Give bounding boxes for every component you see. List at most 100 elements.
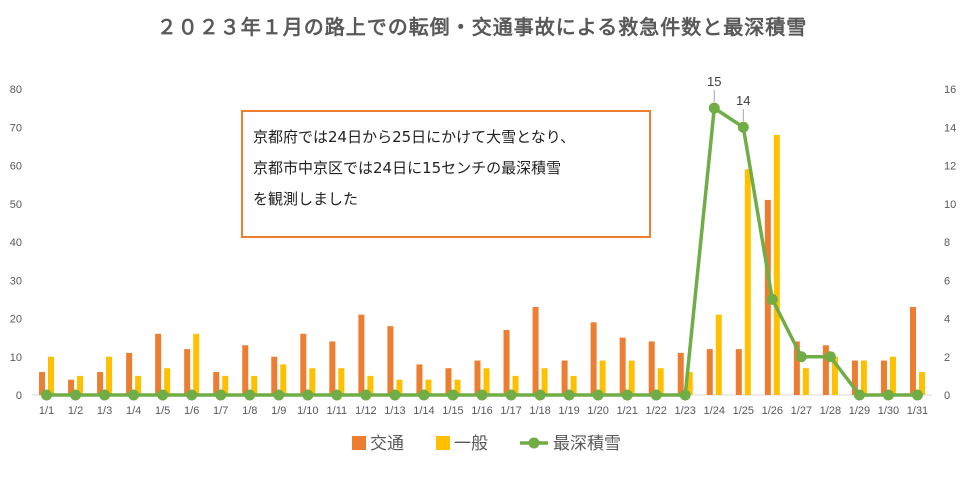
bar-kotsu: [474, 360, 481, 395]
legend-marker: [528, 437, 540, 449]
snow-point: [302, 389, 314, 401]
y-right-tick-label: 6: [944, 275, 950, 287]
snow-point: [795, 351, 807, 363]
bar-kotsu: [619, 337, 626, 395]
x-tick-label: 1/2: [68, 405, 83, 417]
x-tick-label: 1/18: [529, 405, 550, 417]
bar-ippan: [280, 364, 287, 395]
snow-point: [41, 389, 53, 401]
y-right-tick-label: 10: [944, 199, 956, 211]
bar-kotsu: [503, 329, 510, 395]
chart-title: ２０２３年１月の路上での転倒・交通事故による救急件数と最深積雪: [157, 15, 807, 39]
snow-point: [824, 351, 836, 363]
bar-ippan: [686, 372, 693, 395]
x-tick-label: 1/13: [384, 405, 405, 417]
bar-ippan: [918, 372, 925, 395]
x-tick-label: 1/15: [442, 405, 463, 417]
bar-ippan: [251, 375, 258, 395]
bar-kotsu: [532, 307, 539, 395]
bar-kotsu: [387, 326, 394, 395]
bar-kotsu: [271, 356, 278, 395]
x-tick-label: 1/31: [907, 405, 928, 417]
bar-kotsu: [735, 349, 742, 395]
bar-ippan: [599, 360, 606, 395]
snow-point: [360, 389, 372, 401]
bar-kotsu: [590, 322, 597, 395]
x-tick-label: 1/17: [500, 405, 521, 417]
legend-swatch: [352, 436, 366, 450]
bar-kotsu: [242, 345, 249, 395]
y-left-tick-label: 0: [16, 390, 22, 402]
bar-ippan: [483, 368, 490, 395]
y-left-tick-label: 20: [10, 314, 22, 326]
bar-ippan: [541, 368, 548, 395]
bar-ippan: [773, 134, 780, 395]
snow-point: [244, 389, 256, 401]
bar-ippan: [628, 360, 635, 395]
y-right-tick-label: 8: [944, 237, 950, 249]
bar-ippan: [570, 375, 577, 395]
snow-point: [621, 389, 633, 401]
bar-kotsu: [97, 372, 104, 395]
bar-ippan: [396, 379, 403, 395]
snow-point: [157, 389, 169, 401]
x-tick-label: 1/23: [675, 405, 696, 417]
bar-ippan: [744, 169, 751, 395]
x-tick-label: 1/24: [704, 405, 725, 417]
snow-point: [99, 389, 111, 401]
data-label: 14: [736, 93, 750, 108]
snow-point: [447, 389, 459, 401]
bar-ippan: [164, 368, 171, 395]
x-tick-label: 1/16: [471, 405, 492, 417]
x-tick-label: 1/26: [762, 405, 783, 417]
legend: 交通 一般 最深積雪: [352, 434, 621, 454]
snow-point: [476, 389, 488, 401]
snow-point: [331, 389, 343, 401]
bar-ippan: [338, 368, 345, 395]
bar-ippan: [106, 356, 113, 395]
x-tick-label: 1/20: [587, 405, 608, 417]
snow-point: [186, 389, 198, 401]
snow-point: [766, 293, 778, 305]
bar-ippan: [367, 375, 374, 395]
x-tick-label: 1/19: [558, 405, 579, 417]
snow-point: [418, 389, 430, 401]
annotation-line-1: 京都府では24日から25日にかけて大雪となり、: [253, 128, 576, 146]
bar-ippan: [512, 375, 519, 395]
bar-kotsu: [68, 379, 75, 395]
x-tick-label: 1/25: [733, 405, 754, 417]
x-tick-label: 1/5: [155, 405, 170, 417]
y-left-tick-label: 30: [10, 275, 22, 287]
bar-ippan: [454, 379, 461, 395]
x-tick-label: 1/6: [184, 405, 199, 417]
bar-ippan: [860, 360, 867, 395]
bar-kotsu: [445, 368, 452, 395]
y-left-tick-label: 50: [10, 199, 22, 211]
bar-ippan: [657, 368, 664, 395]
bar-ippan: [831, 356, 838, 395]
bar-kotsu: [648, 341, 655, 395]
x-tick-label: 1/22: [645, 405, 666, 417]
y-right-tick-label: 4: [944, 314, 950, 326]
x-tick-label: 1/28: [820, 405, 841, 417]
bar-kotsu: [561, 360, 568, 395]
x-tick-label: 1/9: [271, 405, 286, 417]
bar-kotsu: [126, 352, 133, 395]
bar-kotsu: [358, 314, 365, 395]
snow-point: [708, 102, 720, 114]
y-left-tick-label: 40: [10, 237, 22, 249]
snow-point: [911, 389, 923, 401]
snow-point: [215, 389, 227, 401]
bar-kotsu: [822, 345, 829, 395]
legend-label: 交通: [370, 434, 404, 454]
y-right-tick-label: 14: [944, 122, 956, 134]
y-left-tick-label: 80: [10, 84, 22, 96]
bar-kotsu: [329, 341, 336, 395]
bar-ippan: [77, 375, 84, 395]
y-right-tick-label: 2: [944, 352, 950, 364]
bar-kotsu: [184, 349, 191, 395]
y-right-tick-label: 16: [944, 84, 956, 96]
